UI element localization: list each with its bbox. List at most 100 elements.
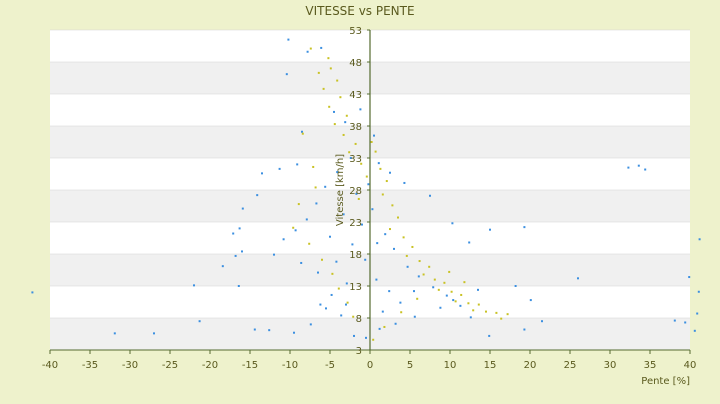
data-points xyxy=(31,38,701,341)
data-point-main xyxy=(375,278,378,281)
data-point-main xyxy=(335,260,338,263)
data-point-main xyxy=(439,306,442,309)
data-point-main xyxy=(351,243,354,246)
data-point-main xyxy=(403,181,406,184)
x-tick-label: 20 xyxy=(524,360,537,371)
data-point-main xyxy=(452,299,455,302)
data-point-main xyxy=(365,336,367,339)
data-point-main xyxy=(296,163,299,166)
data-point-main xyxy=(367,183,370,186)
data-point-main xyxy=(451,222,454,225)
data-point-secondary xyxy=(308,242,311,245)
data-point-secondary xyxy=(389,228,391,231)
data-point-secondary xyxy=(381,193,384,196)
data-point-main xyxy=(278,167,281,170)
data-point-main xyxy=(261,172,263,175)
data-point-main xyxy=(577,277,579,280)
data-point-main xyxy=(320,46,323,49)
data-point-secondary xyxy=(317,71,320,74)
data-point-main xyxy=(429,194,431,197)
x-tick-label: 30 xyxy=(604,360,617,371)
data-point-secondary xyxy=(348,151,351,154)
data-point-main xyxy=(293,331,295,334)
data-point-main xyxy=(300,261,303,264)
data-point-main xyxy=(377,162,380,165)
data-point-secondary xyxy=(460,293,463,296)
data-point-main xyxy=(31,291,34,294)
data-point-secondary xyxy=(422,273,425,276)
data-point-main xyxy=(378,327,381,330)
data-point-secondary xyxy=(327,57,330,60)
x-tick-label: -35 xyxy=(82,360,98,371)
data-point-main xyxy=(234,254,237,257)
x-tick-label: -40 xyxy=(42,360,58,371)
data-point-secondary xyxy=(454,300,457,303)
data-point-secondary xyxy=(329,67,332,70)
data-point-secondary xyxy=(357,197,360,200)
data-point-main xyxy=(432,286,435,289)
data-point-main xyxy=(388,290,391,293)
data-point-main xyxy=(688,276,691,279)
y-tick-label: 28 xyxy=(349,186,362,197)
data-point-secondary xyxy=(448,270,451,273)
data-point-main xyxy=(523,328,526,331)
chart-title: VITESSE vs PENTE xyxy=(305,4,414,18)
x-tick-label: 10 xyxy=(444,360,457,371)
data-point-main xyxy=(153,332,155,335)
data-point-secondary xyxy=(397,216,399,219)
data-point-main xyxy=(644,168,647,171)
data-point-main xyxy=(221,265,224,268)
x-tick-label: -20 xyxy=(202,360,218,371)
x-tick-label: 40 xyxy=(684,360,697,371)
data-point-main xyxy=(253,328,256,331)
data-point-main xyxy=(541,320,543,323)
data-point-secondary xyxy=(301,132,304,135)
data-point-main xyxy=(523,226,526,229)
data-point-main xyxy=(673,319,676,322)
data-point-secondary xyxy=(331,272,334,275)
x-tick-label: 0 xyxy=(367,360,373,371)
data-point-main xyxy=(256,194,259,197)
data-point-main xyxy=(273,253,275,256)
data-point-main xyxy=(306,50,309,53)
data-point-main xyxy=(285,73,288,76)
data-point-main xyxy=(514,285,517,287)
data-point-main xyxy=(336,171,339,174)
data-point-main xyxy=(241,250,243,253)
y-tick-label: 3 xyxy=(356,346,362,357)
data-point-main xyxy=(376,242,379,245)
data-point-secondary xyxy=(342,133,345,136)
data-point-main xyxy=(417,275,420,278)
data-point-main xyxy=(198,320,201,323)
data-point-secondary xyxy=(506,313,509,316)
x-tick-label: -25 xyxy=(162,360,178,371)
data-point-main xyxy=(345,303,347,306)
data-point-main xyxy=(413,315,416,318)
y-tick-label: 8 xyxy=(356,314,362,325)
data-point-main xyxy=(693,329,696,332)
data-point-secondary xyxy=(467,302,470,305)
data-point-secondary xyxy=(336,79,339,82)
data-point-main xyxy=(301,130,303,133)
data-point-secondary xyxy=(360,162,363,165)
data-point-main xyxy=(344,121,347,124)
data-point-secondary xyxy=(314,186,317,189)
data-point-main xyxy=(413,290,415,293)
data-point-secondary xyxy=(333,123,336,126)
y-tick-label: 43 xyxy=(349,90,362,101)
x-axis-label: Pente [%] xyxy=(641,376,690,387)
data-point-main xyxy=(287,38,290,41)
data-point-secondary xyxy=(477,303,480,306)
data-point-secondary xyxy=(450,290,453,293)
data-point-main xyxy=(319,303,322,306)
y-tick-label: 18 xyxy=(349,250,362,261)
data-point-secondary xyxy=(379,167,382,170)
data-point-secondary xyxy=(321,258,323,261)
data-point-main xyxy=(469,316,472,319)
data-point-secondary xyxy=(418,260,421,263)
data-point-secondary xyxy=(352,315,355,318)
data-point-secondary xyxy=(328,105,331,108)
y-tick-label: 53 xyxy=(349,26,362,37)
